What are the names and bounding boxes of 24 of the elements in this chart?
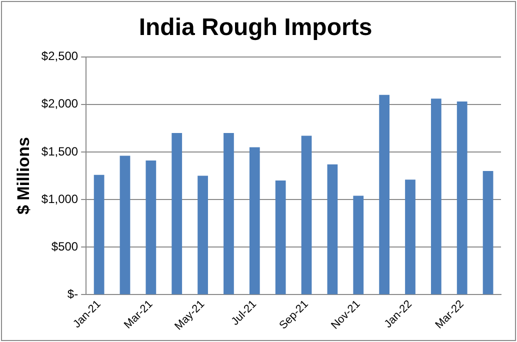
y-tick-label: $2,000	[41, 96, 78, 111]
y-tick-label: $2,500	[41, 49, 78, 64]
bar	[379, 94, 390, 294]
y-axis-title: $ Millions	[14, 137, 33, 214]
y-tick-label: $500	[51, 239, 78, 254]
bar	[456, 102, 468, 294]
bar	[172, 132, 182, 294]
y-tick-label: $1,000	[41, 192, 78, 206]
bar	[94, 174, 104, 294]
bar	[249, 147, 260, 294]
y-tick-label: $-	[67, 287, 78, 302]
bar	[353, 196, 364, 294]
bar	[430, 98, 442, 294]
bar	[301, 136, 312, 294]
bar	[224, 132, 234, 294]
bar	[198, 176, 208, 294]
bar	[275, 180, 286, 294]
y-tick-label: $1,500	[41, 144, 78, 158]
bar	[146, 160, 156, 294]
bar	[327, 164, 338, 294]
chart-title: India Rough Imports	[138, 14, 372, 42]
bar	[405, 180, 416, 294]
bar	[482, 171, 494, 294]
bar	[120, 156, 130, 294]
